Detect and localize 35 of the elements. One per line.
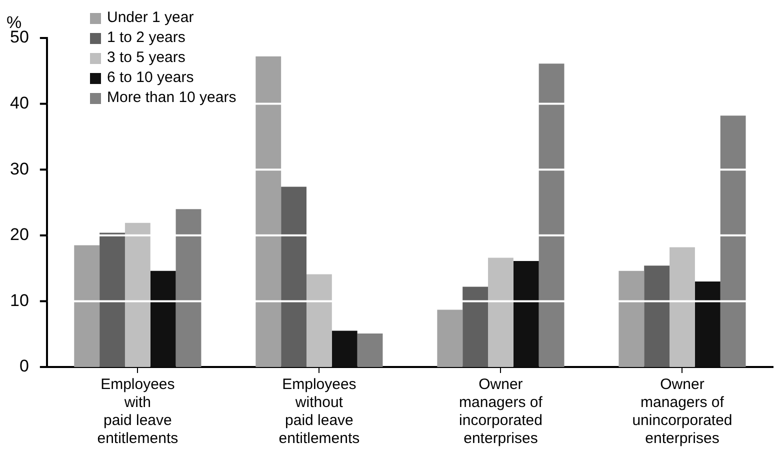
bar — [670, 247, 695, 367]
x-tick-label: Owner managers of incorporated enterprises — [459, 376, 544, 448]
bar — [74, 245, 100, 367]
bar — [538, 64, 564, 367]
legend-label: 3 to 5 years — [107, 48, 186, 68]
y-tick-label: 50 — [10, 28, 29, 47]
x-tick-label: Employees with paid leave entitlements — [97, 376, 178, 448]
bar — [150, 270, 176, 367]
bar — [332, 330, 358, 367]
bar — [644, 266, 670, 367]
bar — [462, 286, 488, 367]
bar — [256, 56, 282, 367]
bar — [437, 310, 463, 367]
legend-label: 6 to 10 years — [107, 68, 194, 88]
bar — [100, 232, 125, 367]
bar — [694, 281, 720, 367]
bar — [306, 274, 332, 367]
bar — [488, 258, 514, 367]
x-tick-label: Employees without paid leave entitlements — [278, 376, 360, 448]
legend-label: Under 1 year — [107, 8, 194, 28]
bar — [720, 116, 746, 367]
bar — [513, 261, 539, 367]
bar — [357, 333, 383, 367]
bar — [124, 222, 150, 367]
legend-label: More than 10 years — [107, 88, 236, 108]
y-tick-label: 0 — [19, 356, 29, 376]
legend-label: 1 to 2 years — [107, 28, 186, 48]
y-tick-label: 10 — [10, 290, 29, 310]
x-tick-label: Owner managers of unincorporated enterprises — [632, 376, 732, 448]
y-tick-label: 40 — [10, 93, 29, 112]
bar — [281, 186, 306, 367]
y-tick-label: 30 — [10, 159, 29, 178]
bar — [176, 209, 202, 367]
y-tick-label: 20 — [10, 225, 29, 244]
bar — [618, 270, 644, 367]
